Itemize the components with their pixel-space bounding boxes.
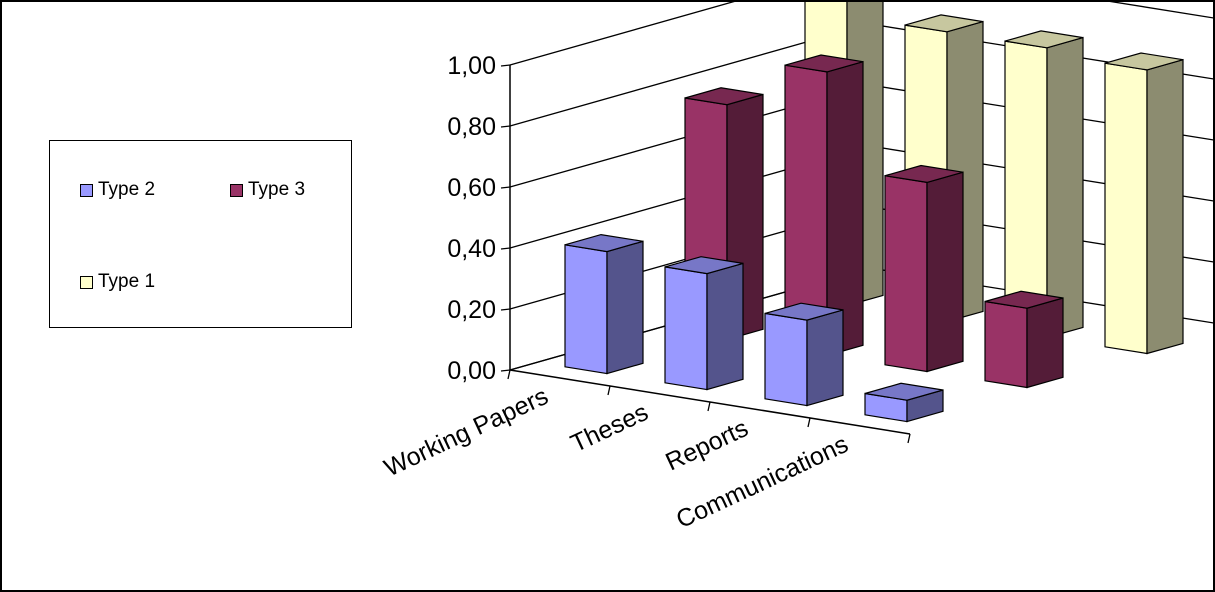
legend-label-type-2: Type 2 bbox=[98, 179, 156, 200]
bar-type-3-communications bbox=[984, 290, 1064, 389]
legend-item-type-3: Type 3 bbox=[230, 179, 305, 201]
x-tick-mark bbox=[907, 433, 911, 444]
x-tick-mark bbox=[707, 401, 711, 412]
bar-front-face bbox=[664, 266, 708, 391]
bars bbox=[564, 2, 1184, 423]
legend-label-type-1: Type 1 bbox=[98, 271, 156, 292]
bar-side-face bbox=[1046, 36, 1084, 339]
y-tick-mark bbox=[500, 125, 511, 128]
bar-top-face bbox=[684, 87, 764, 106]
bar-top-face bbox=[784, 54, 864, 73]
y-tick-label: 1,00 bbox=[447, 52, 496, 80]
y-tick-mark bbox=[500, 308, 511, 311]
y-tick-mark bbox=[500, 186, 511, 189]
bar-side-face bbox=[606, 240, 644, 375]
bar-top-face bbox=[564, 233, 644, 253]
bar-front-face bbox=[984, 300, 1028, 389]
legend-item-type-2: Type 2 bbox=[80, 179, 155, 201]
x-tick-label-working-papers: Working Papers bbox=[380, 382, 553, 482]
bar-front-face bbox=[1104, 62, 1148, 355]
bar-side-face bbox=[1026, 297, 1064, 389]
bar-top-face bbox=[984, 290, 1064, 309]
y-tick-mark bbox=[500, 247, 511, 250]
gridline bbox=[509, 2, 1213, 66]
y-tick-label: 0,00 bbox=[447, 357, 496, 385]
bar-type-3-theses bbox=[784, 54, 864, 357]
x-tick-mark bbox=[807, 417, 811, 428]
bar-side-face bbox=[926, 171, 964, 373]
bar-side-face bbox=[806, 309, 844, 407]
bar-front-face bbox=[884, 174, 928, 373]
bar-type-3-reports bbox=[884, 164, 964, 373]
y-tick-label: 0,20 bbox=[447, 296, 496, 324]
bar-top-face bbox=[764, 302, 844, 321]
bar-type-2-theses bbox=[664, 256, 744, 391]
bar-top-face bbox=[1004, 30, 1084, 49]
y-tick-mark bbox=[500, 369, 511, 372]
bar-type-2-communications bbox=[864, 382, 944, 423]
bar-top-face bbox=[864, 382, 944, 401]
bar-front-face bbox=[564, 244, 608, 375]
legend-swatch-type-1 bbox=[80, 275, 93, 289]
bar-top-face bbox=[884, 164, 964, 184]
y-tick-label: 0,80 bbox=[447, 113, 496, 141]
bar-side-face bbox=[706, 262, 744, 391]
x-tick-mark bbox=[607, 385, 611, 396]
bar-top-face bbox=[664, 256, 744, 275]
bar-type-2-working-papers bbox=[564, 233, 644, 375]
bar-type-2-reports bbox=[764, 302, 844, 407]
x-tick-mark bbox=[507, 369, 511, 380]
legend-label-type-3: Type 3 bbox=[248, 179, 306, 200]
bar-front-face bbox=[764, 312, 808, 407]
bar-top-face bbox=[904, 14, 984, 33]
y-tick-label: 0,40 bbox=[447, 235, 496, 263]
legend-swatch-type-2 bbox=[80, 183, 93, 197]
bar-top-face bbox=[1104, 52, 1184, 71]
legend-swatch-type-3 bbox=[230, 183, 243, 197]
bar-type-1-reports bbox=[1004, 30, 1084, 339]
x-tick-label-reports: Reports bbox=[661, 414, 752, 476]
bar-type-1-communications bbox=[1104, 52, 1184, 355]
y-tick-mark bbox=[500, 64, 511, 67]
x-tick-label-theses: Theses bbox=[566, 398, 652, 458]
legend-item-type-1: Type 1 bbox=[80, 271, 155, 293]
legend: Type 2 Type 3 Type 1 bbox=[49, 140, 352, 328]
y-tick-label: 0,60 bbox=[447, 174, 496, 202]
bar-side-face bbox=[1146, 58, 1184, 355]
